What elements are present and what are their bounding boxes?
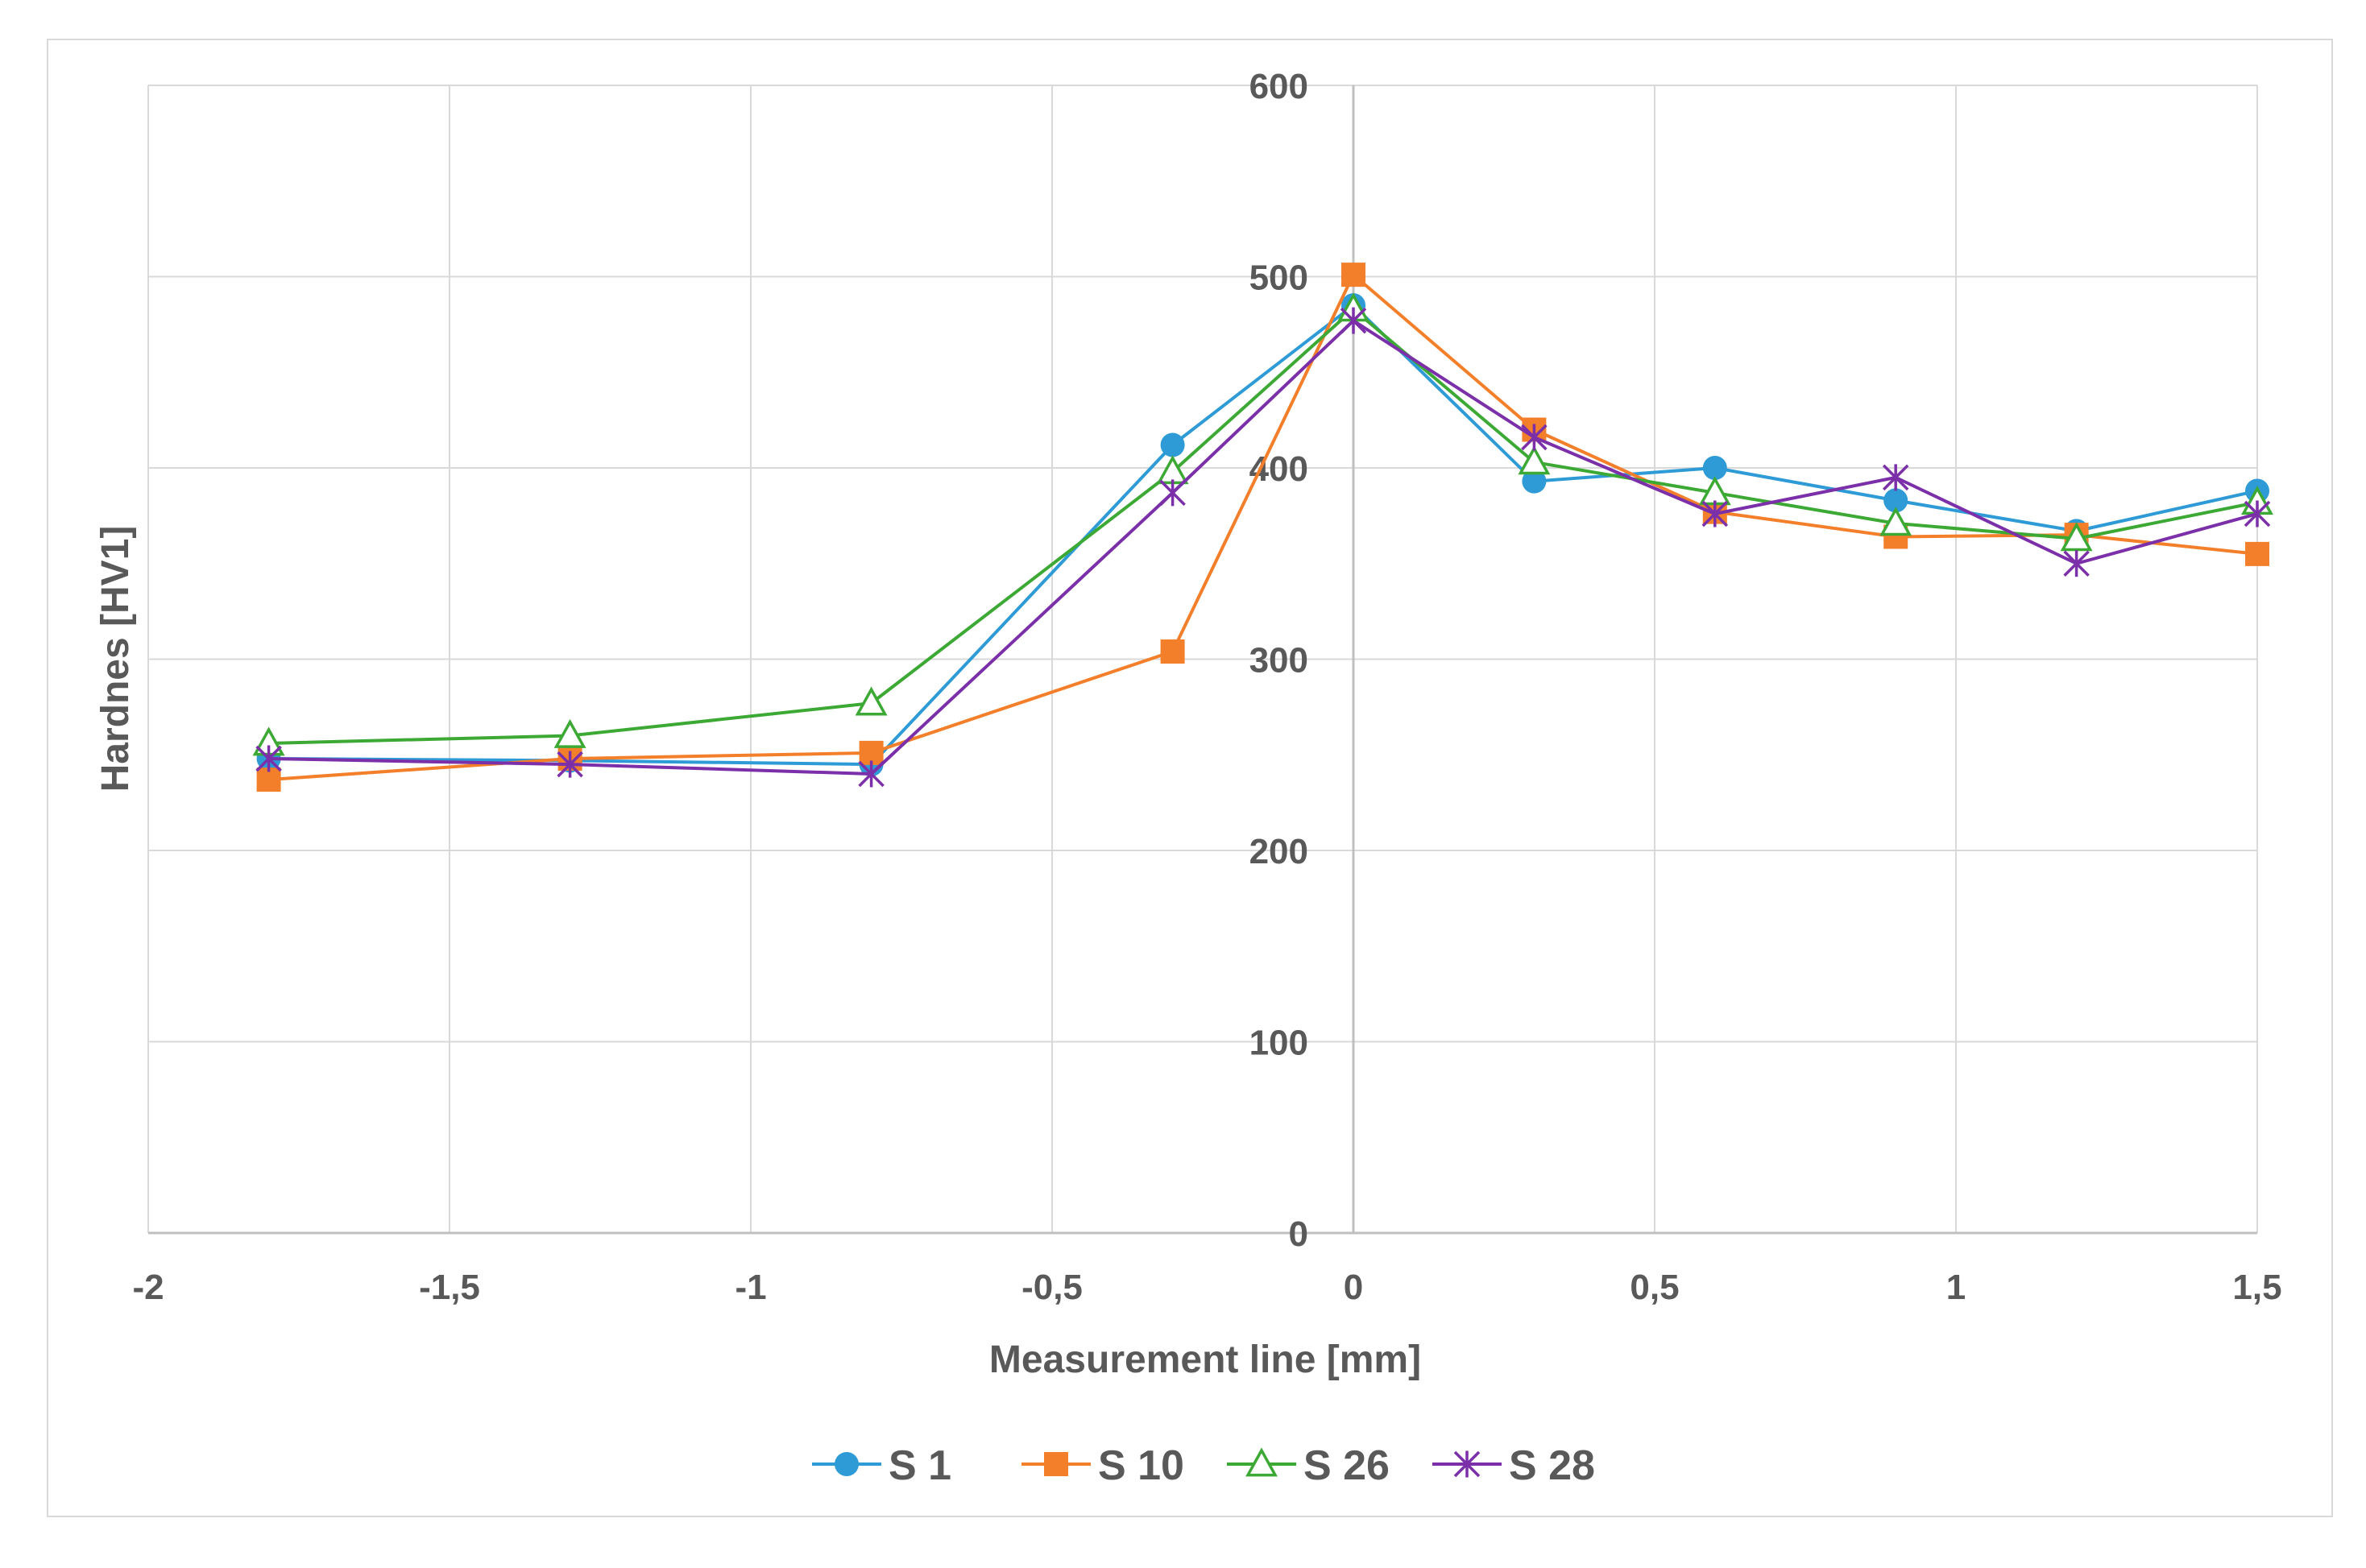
legend-marker [1044, 1452, 1068, 1476]
legend-item: S 10 [1021, 1442, 1184, 1489]
legend-marker [1245, 1447, 1278, 1477]
data-point [1522, 469, 1547, 494]
x-tick-label: -1,5 [419, 1268, 480, 1307]
legend-label: S 28 [1509, 1442, 1595, 1489]
legend-label: S 1 [889, 1442, 951, 1489]
data-point [2244, 500, 2271, 527]
data-point [1879, 507, 1912, 536]
chart-frame [47, 39, 2333, 1517]
legend-item: S 28 [1432, 1442, 1595, 1489]
legend-item: S 1 [812, 1442, 951, 1489]
data-point [1701, 500, 1729, 527]
data-point [1883, 488, 1908, 513]
data-point [255, 745, 282, 772]
data-point [1341, 263, 1365, 288]
series-line [268, 319, 2258, 776]
data-point [1521, 424, 1548, 451]
x-tick-label: -2 [132, 1268, 164, 1307]
legend-marker [1453, 1450, 1481, 1478]
data-point [553, 718, 586, 748]
data-point [855, 686, 888, 716]
series-s28 [255, 307, 2271, 788]
y-tick-label: 200 [1249, 832, 1308, 871]
x-tick-label: 0 [1344, 1268, 1363, 1307]
data-point [557, 751, 583, 778]
x-tick-label: -0,5 [1021, 1268, 1083, 1307]
data-point [2245, 541, 2269, 566]
y-axis-ticks: 0 100 200 300 400 500 600 [1249, 67, 1308, 1254]
x-tick-label: 1,5 [2232, 1268, 2281, 1307]
series-line [268, 273, 2258, 782]
data-point [1882, 464, 1909, 491]
series-line [268, 307, 2258, 745]
series-line [268, 304, 2258, 767]
series-layer [252, 263, 2273, 792]
legend-label: S 26 [1303, 1442, 1390, 1489]
data-point [1518, 445, 1551, 475]
data-point [2063, 550, 2090, 577]
data-point [1702, 456, 1727, 480]
data-point [858, 760, 885, 788]
data-point [1159, 479, 1186, 507]
legend-label: S 10 [1098, 1442, 1184, 1489]
y-axis-title: Hardnes [HV1] [94, 526, 137, 792]
legend-marker [835, 1452, 859, 1476]
y-tick-label: 0 [1289, 1214, 1308, 1254]
gridlines [147, 85, 2258, 1234]
x-tick-label: -1 [735, 1268, 766, 1307]
y-tick-label: 400 [1249, 449, 1308, 489]
legend-item: S 26 [1227, 1442, 1390, 1489]
series-s26 [252, 292, 2273, 756]
x-tick-label: 1 [1946, 1268, 1966, 1307]
y-tick-label: 500 [1249, 259, 1308, 298]
y-tick-label: 600 [1249, 67, 1308, 106]
data-point [1160, 432, 1185, 457]
y-tick-label: 100 [1249, 1024, 1308, 1063]
y-tick-label: 300 [1249, 641, 1308, 681]
x-axis-title: Measurement line [mm] [989, 1338, 1421, 1381]
data-point [1160, 639, 1185, 664]
series-s10 [256, 263, 2269, 792]
legend: S 1 S 10 S 26 S 28 [812, 1442, 1595, 1489]
x-tick-label: 0,5 [1630, 1268, 1679, 1307]
x-axis-ticks: -2 -1,5 -1 -0,5 0 0,5 1 1,5 [132, 1268, 2281, 1307]
data-point [1340, 307, 1367, 334]
data-point [2060, 522, 2093, 552]
